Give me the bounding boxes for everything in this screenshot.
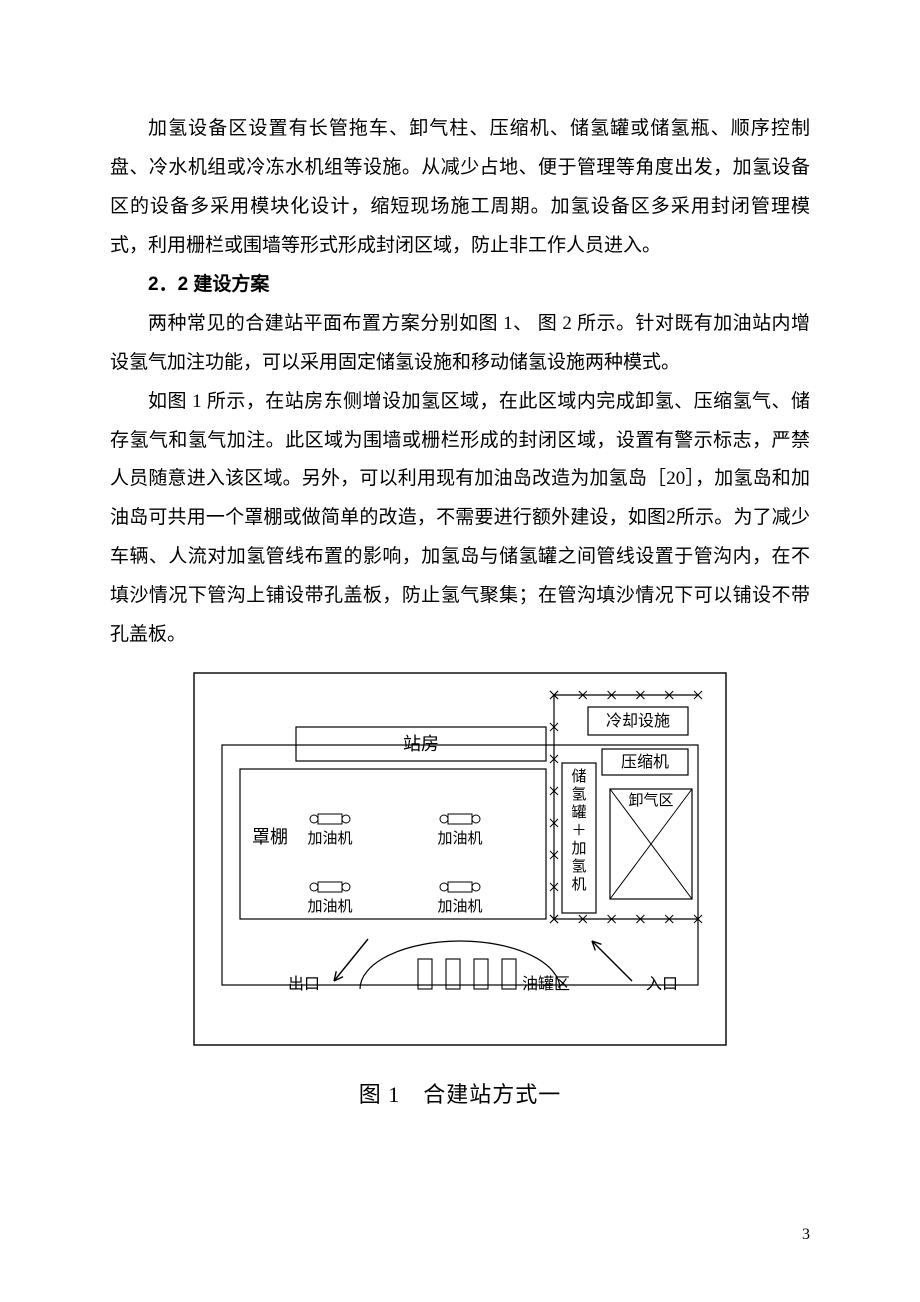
paragraph-figure1-desc: 如图 1 所示，在站房东侧增设加氢区域，在此区域内完成卸氢、压缩氢气、储存氢气和…: [110, 383, 810, 656]
page-number: 3: [802, 1219, 810, 1252]
svg-text:出口: 出口: [288, 975, 320, 993]
paragraph-layout-intro: 两种常见的合建站平面布置方案分别如图 1、 图 2 所示。针对既有加油站内增设氢…: [110, 305, 810, 383]
figure-1: 站房罩棚加油机加油机加油机加油机冷却设施压缩机储氢罐＋加氢机卸气区油罐区出口入口…: [110, 669, 810, 1117]
heading-2-2: 2．2 建设方案: [110, 266, 810, 305]
svg-text:罐: 罐: [571, 804, 586, 821]
svg-text:入口: 入口: [646, 976, 678, 993]
svg-text:加油机: 加油机: [307, 898, 352, 915]
svg-text:站房: 站房: [403, 734, 439, 754]
svg-text:机: 机: [571, 876, 586, 893]
svg-text:＋: ＋: [571, 823, 586, 839]
figure-1-caption: 图 1 合建站方式一: [110, 1072, 810, 1117]
svg-text:罩棚: 罩棚: [252, 827, 288, 847]
svg-text:加: 加: [571, 840, 586, 857]
document-page: 加氢设备区设置有长管拖车、卸气柱、压缩机、储氢罐或储氢瓶、顺序控制盘、冷水机组或…: [0, 0, 920, 1302]
svg-text:加油机: 加油机: [307, 830, 352, 847]
svg-text:压缩机: 压缩机: [621, 753, 669, 771]
svg-text:加油机: 加油机: [437, 830, 482, 847]
svg-text:加油机: 加油机: [437, 898, 482, 915]
svg-text:卸气区: 卸气区: [628, 792, 673, 809]
paragraph-equipment-area: 加氢设备区设置有长管拖车、卸气柱、压缩机、储氢罐或储氢瓶、顺序控制盘、冷水机组或…: [110, 110, 810, 266]
svg-text:氢: 氢: [571, 786, 586, 803]
svg-text:油罐区: 油罐区: [522, 975, 570, 993]
svg-text:储: 储: [571, 768, 586, 785]
svg-text:冷却设施: 冷却设施: [606, 712, 670, 730]
svg-text:氢: 氢: [571, 858, 586, 875]
figure-1-diagram: 站房罩棚加油机加油机加油机加油机冷却设施压缩机储氢罐＋加氢机卸气区油罐区出口入口: [190, 669, 730, 1049]
